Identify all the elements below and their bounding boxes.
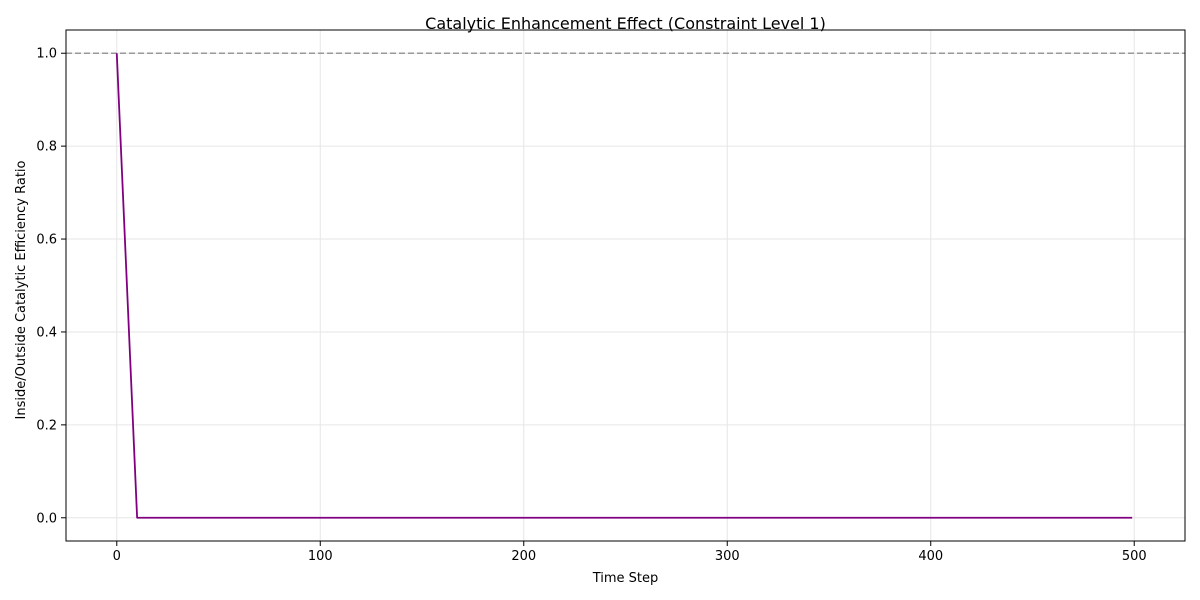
x-tick-label: 0 [113, 549, 121, 564]
x-axis-label: Time Step [592, 571, 659, 586]
y-tick-label: 0.2 [36, 418, 57, 433]
x-tick-label: 400 [918, 549, 943, 564]
y-tick-label: 0.0 [36, 511, 57, 526]
chart-title: Catalytic Enhancement Effect (Constraint… [425, 14, 826, 33]
x-tick-label: 500 [1122, 549, 1147, 564]
x-tick-label: 200 [511, 549, 536, 564]
series-line [115, 53, 1133, 519]
x-tick-label: 100 [308, 549, 333, 564]
x-tick-label: 300 [715, 549, 740, 564]
y-axis-label: Inside/Outside Catalytic Efficiency Rati… [14, 160, 29, 419]
x-axis-ticks: 0 100 200 300 400 500 [113, 541, 1147, 564]
y-tick-label: 1.0 [36, 47, 57, 62]
y-tick-label: 0.6 [36, 233, 57, 248]
y-tick-label: 0.8 [36, 140, 57, 155]
y-tick-label: 0.4 [36, 325, 57, 340]
y-axis-ticks: 0.0 0.2 0.4 0.6 0.8 1.0 [36, 47, 66, 526]
plot-area-frame [65, 29, 1186, 542]
data-series [115, 53, 1133, 519]
